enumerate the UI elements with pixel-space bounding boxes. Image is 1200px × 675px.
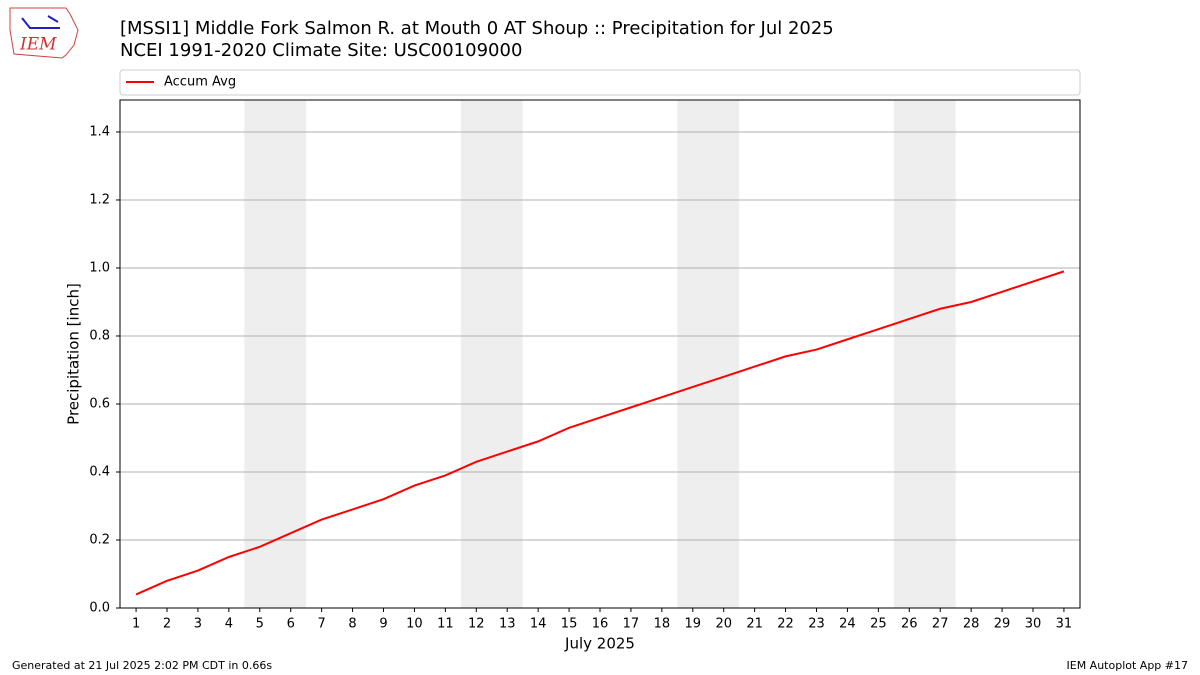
weekend-band xyxy=(893,100,956,608)
x-tick-label: 22 xyxy=(777,617,794,632)
y-tick-label: 1.0 xyxy=(89,260,110,275)
weekend-band xyxy=(677,100,740,608)
weekend-band xyxy=(244,100,307,608)
x-tick-label: 29 xyxy=(994,617,1011,632)
x-tick-label: 6 xyxy=(287,617,295,632)
x-tick-label: 7 xyxy=(318,617,326,632)
x-tick-label: 19 xyxy=(685,617,702,632)
x-tick-label: 21 xyxy=(746,617,763,632)
x-tick-label: 3 xyxy=(194,617,202,632)
x-tick-label: 20 xyxy=(715,617,732,632)
x-tick-label: 5 xyxy=(256,617,264,632)
y-tick-label: 1.4 xyxy=(89,124,110,139)
y-tick-label: 0.4 xyxy=(89,464,110,479)
x-tick-label: 31 xyxy=(1056,617,1073,632)
x-tick-label: 23 xyxy=(808,617,825,632)
y-axis-label: Precipitation [inch] xyxy=(65,283,83,425)
legend-box xyxy=(119,69,1081,96)
x-tick-label: 26 xyxy=(901,617,918,632)
chart-subtitle: NCEI 1991-2020 Climate Site: USC00109000 xyxy=(120,40,522,61)
plot-frame xyxy=(119,99,1081,609)
x-tick-label: 11 xyxy=(437,617,454,632)
x-tick-label: 1 xyxy=(132,617,140,632)
logo-outline xyxy=(9,7,79,59)
y-tick-label: 0.0 xyxy=(89,601,110,616)
x-tick-label: 12 xyxy=(468,617,485,632)
x-tick-label: 25 xyxy=(870,617,887,632)
weekend-band xyxy=(460,100,523,608)
x-tick-label: 30 xyxy=(1025,617,1042,632)
logo-icon xyxy=(21,15,60,29)
x-tick-label: 10 xyxy=(406,617,423,632)
x-tick-label: 14 xyxy=(530,617,547,632)
x-tick-label: 28 xyxy=(963,617,980,632)
footer-left: Generated at 21 Jul 2025 2:02 PM CDT in … xyxy=(12,659,272,672)
x-tick-label: 4 xyxy=(225,617,233,632)
x-tick-label: 17 xyxy=(623,617,640,632)
x-tick-label: 16 xyxy=(592,617,609,632)
x-tick-label: 18 xyxy=(654,617,671,632)
x-tick-label: 24 xyxy=(839,617,856,632)
x-tick-label: 8 xyxy=(348,617,356,632)
chart-title: [MSSI1] Middle Fork Salmon R. at Mouth 0… xyxy=(120,18,834,39)
y-tick-label: 1.2 xyxy=(89,192,110,207)
y-tick-label: 0.6 xyxy=(89,396,110,411)
x-tick-label: 15 xyxy=(561,617,578,632)
x-tick-label: 9 xyxy=(379,617,387,632)
y-tick-label: 0.8 xyxy=(89,328,110,343)
x-tick-label: 2 xyxy=(163,617,171,632)
data-line xyxy=(135,270,1065,596)
x-tick-label: 27 xyxy=(932,617,949,632)
x-axis-label: July 2025 xyxy=(564,635,635,653)
logo-text: IEM xyxy=(19,35,57,55)
footer-right: IEM Autoplot App #17 xyxy=(1067,659,1189,672)
x-tick-label: 13 xyxy=(499,617,516,632)
legend-label: Accum Avg xyxy=(164,75,236,90)
y-tick-label: 0.2 xyxy=(89,532,110,547)
